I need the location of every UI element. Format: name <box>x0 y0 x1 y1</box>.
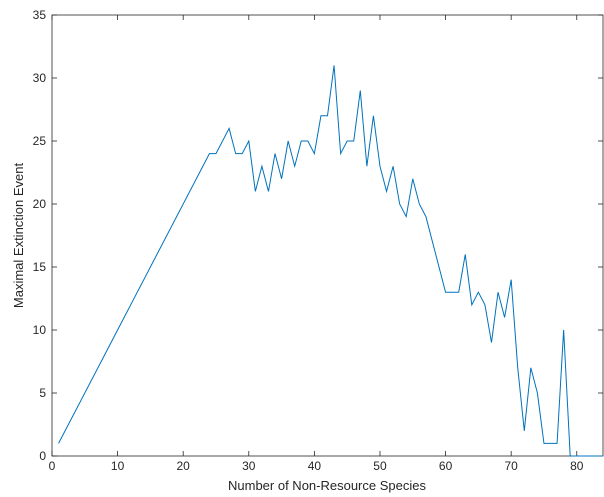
y-tick-label: 15 <box>33 260 47 274</box>
series-line <box>58 65 603 457</box>
axis-ticks <box>51 14 603 457</box>
x-tick-label: 40 <box>308 459 322 473</box>
plot-area <box>51 14 604 457</box>
tick-labels: 0 10 20 30 40 50 60 70 80 0 5 10 15 20 25 30 35 <box>33 8 584 473</box>
y-tick-label: 10 <box>33 323 47 337</box>
y-tick-label: 35 <box>33 8 47 22</box>
x-tick-label: 80 <box>570 459 584 473</box>
x-tick-label: 0 <box>49 459 56 473</box>
y-tick-label: 5 <box>39 386 46 400</box>
y-tick-label: 20 <box>33 197 47 211</box>
x-axis-label: Number of Non-Resource Species <box>228 478 426 493</box>
x-tick-label: 70 <box>504 459 518 473</box>
x-tick-label: 60 <box>439 459 453 473</box>
y-tick-label: 30 <box>33 71 47 85</box>
y-axis-label: Maximal Extinction Event <box>11 163 26 309</box>
x-tick-label: 30 <box>242 459 256 473</box>
x-tick-label: 50 <box>373 459 387 473</box>
x-tick-label: 10 <box>111 459 125 473</box>
y-tick-label: 0 <box>39 449 46 463</box>
x-tick-label: 20 <box>177 459 191 473</box>
y-tick-label: 25 <box>33 134 47 148</box>
